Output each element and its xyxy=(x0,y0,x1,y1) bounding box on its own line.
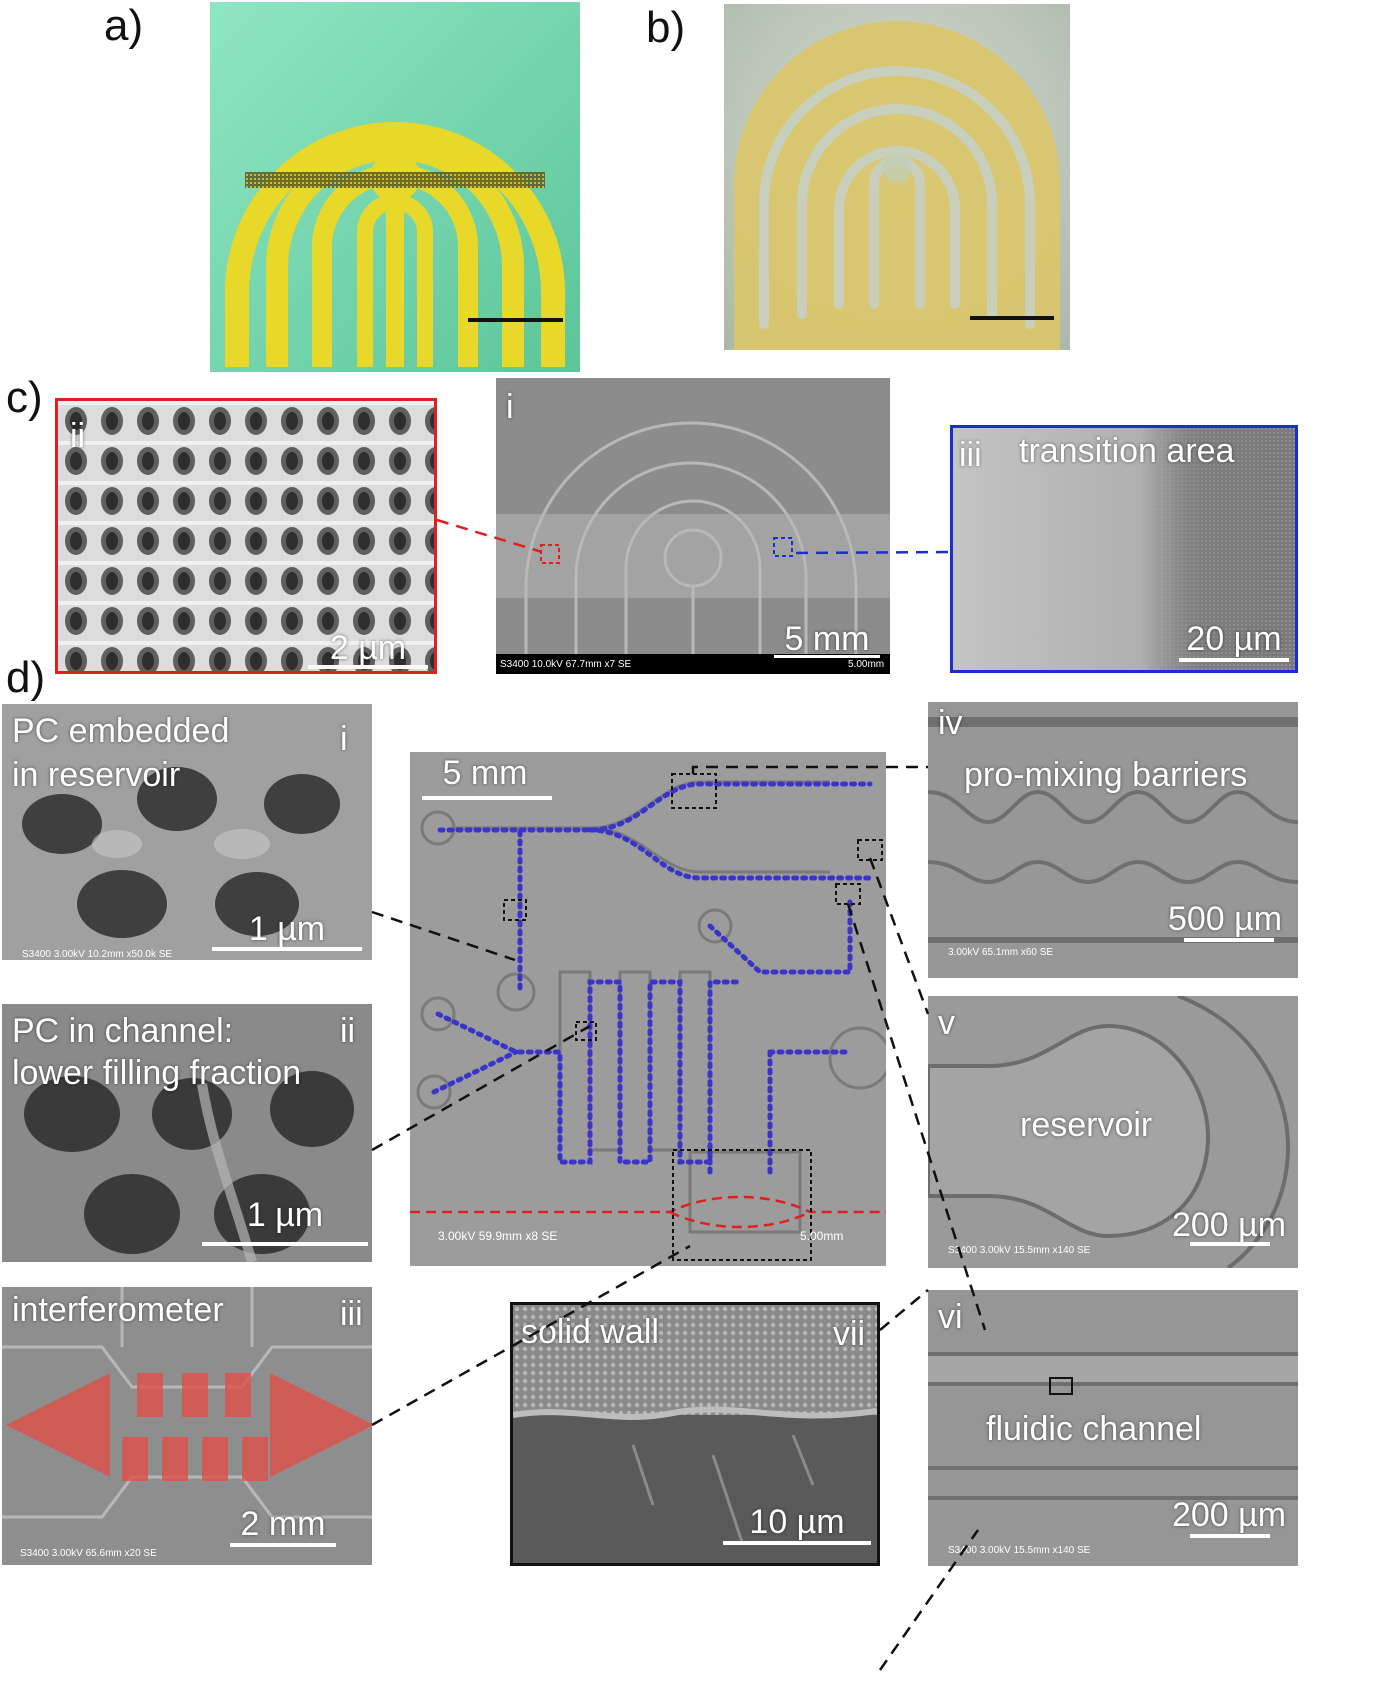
panel-d-ii-title-line2: lower filling fraction xyxy=(12,1054,302,1092)
panel-d-ii-title-line1: PC in channel: xyxy=(12,1012,234,1050)
panel-d-i-metadata: S3400 3.00kV 10.2mm x50.0k SE xyxy=(22,949,173,960)
panel-d-iv-metadata: 3.00kV 65.1mm x60 SE xyxy=(948,947,1054,958)
panel-label-c: c) xyxy=(6,373,43,422)
reservoir-sem xyxy=(928,996,1298,1268)
pro-mixing-barriers-sem xyxy=(928,702,1298,978)
panel-d-iv-scale-label: 500 µm xyxy=(1167,900,1283,938)
concentric-electrode-render xyxy=(210,2,580,372)
pc-channel-sem xyxy=(2,1004,372,1262)
panel-a-render xyxy=(210,2,580,372)
panel-d-v-scale-label: 200 µm xyxy=(1171,1206,1287,1244)
panel-d-vi-numeral: vi xyxy=(938,1298,963,1336)
panel-d-iii: interferometer iii 2 mm S3400 3.00kV 65.… xyxy=(2,1287,372,1565)
panel-d-i-scale-bar xyxy=(212,947,362,951)
panel-c-iii: iii transition area 20 µm xyxy=(950,425,1298,673)
panel-d-ii: PC in channel: lower filling fraction ii… xyxy=(2,1004,372,1262)
panel-d-center-metadata-scale: 5.00mm xyxy=(800,1229,844,1243)
panel-label-a: a) xyxy=(104,1,144,50)
panel-d-center-scale-bar xyxy=(422,796,552,800)
panel-d-iii-scale-label: 2 mm xyxy=(240,1505,326,1543)
panel-d-i-numeral: i xyxy=(340,720,348,758)
panel-d-vi: vi fluidic channel 200 µm S3400 3.00kV 1… xyxy=(928,1290,1298,1566)
panel-c-i-metadata-scale: 5.00mm xyxy=(848,659,885,670)
panel-d-iv-title: pro-mixing barriers xyxy=(964,756,1248,794)
panel-d-ii-scale-bar xyxy=(202,1242,368,1246)
panel-c-i-metadata: S3400 10.0kV 67.7mm x7 SE xyxy=(500,659,632,670)
panel-d-center-metadata: 3.00kV 59.9mm x8 SE xyxy=(438,1229,558,1243)
panel-c-i-numeral: i xyxy=(506,388,514,426)
panel-d-v-scale-bar xyxy=(1190,1242,1270,1246)
fluidic-channel-sem xyxy=(928,1290,1298,1566)
panel-c-ii-scale-label: 2 µm xyxy=(329,629,407,667)
interferometer-sem xyxy=(2,1287,372,1565)
panel-c-ii-numeral: ii xyxy=(70,417,86,455)
pc-reservoir-sem xyxy=(2,704,372,960)
panel-c-i-scale-bar xyxy=(774,655,880,658)
panel-d-i-scale-label: 1 µm xyxy=(248,910,326,948)
panel-d-iii-title: interferometer xyxy=(12,1291,224,1329)
panel-c-iii-numeral: iii xyxy=(959,436,982,474)
panel-d-iv-scale-bar xyxy=(1184,938,1274,942)
panel-d-iii-scale-bar xyxy=(230,1543,336,1547)
panel-d-v: v reservoir 200 µm S3400 3.00kV 15.5mm x… xyxy=(928,996,1298,1268)
panel-d-vii: solid wall vii 10 µm xyxy=(510,1302,880,1566)
panel-d-iv-numeral: iv xyxy=(938,704,963,742)
panel-c-iii-scale-label: 20 µm xyxy=(1186,620,1282,658)
panel-d-i-title-line2: in reservoir xyxy=(12,756,181,794)
panel-c-i: i 5 mm S3400 10.0kV 67.7mm x7 SE 5.00mm xyxy=(496,378,890,674)
transition-area-sem xyxy=(953,428,1295,670)
panel-c-iii-title: transition area xyxy=(1019,432,1235,470)
device-overview-sem xyxy=(496,378,890,674)
panel-d-i: PC embedded in reservoir i 1 µm S3400 3.… xyxy=(2,704,372,960)
panel-d-vi-scale-bar xyxy=(1190,1534,1270,1538)
microfluidic-chip-sem xyxy=(410,752,886,1266)
panel-d-vi-metadata: S3400 3.00kV 15.5mm x140 SE xyxy=(948,1545,1091,1556)
panel-d-vii-numeral: vii xyxy=(833,1315,866,1353)
panel-d-vi-scale-label: 200 µm xyxy=(1171,1496,1287,1534)
inverse-opal-sem xyxy=(58,401,434,671)
panel-d-v-title: reservoir xyxy=(1020,1106,1153,1144)
panel-label-b: b) xyxy=(646,3,686,52)
panel-d-ii-scale-label: 1 µm xyxy=(246,1196,324,1234)
panel-d-iv: iv pro-mixing barriers 500 µm 3.00kV 65.… xyxy=(928,702,1298,978)
panel-d-v-metadata: S3400 3.00kV 15.5mm x140 SE xyxy=(948,1245,1091,1256)
panel-d-ii-numeral: ii xyxy=(340,1012,356,1050)
fabricated-device-photo xyxy=(724,4,1070,350)
panel-d-vii-scale-bar xyxy=(723,1541,871,1545)
panel-c-ii-scale-bar xyxy=(308,665,428,669)
panel-c-i-scale-label: 5 mm xyxy=(784,620,870,658)
panel-d-i-title-line1: PC embedded xyxy=(12,712,230,750)
panel-d-iii-metadata: S3400 3.00kV 65.6mm x20 SE xyxy=(20,1548,157,1559)
panel-d-center-scale-label: 5 mm xyxy=(442,754,528,792)
panel-d-vii-scale-label: 10 µm xyxy=(749,1503,845,1541)
panel-c-iii-scale-bar xyxy=(1179,658,1289,662)
panel-b-photo xyxy=(724,4,1070,350)
panel-d-vi-title: fluidic channel xyxy=(986,1410,1202,1448)
panel-label-d: d) xyxy=(6,653,46,702)
panel-d-v-numeral: v xyxy=(938,1004,955,1042)
panel-d-iii-numeral: iii xyxy=(340,1295,363,1333)
panel-d-center: 5 mm 3.00kV 59.9mm x8 SE 5.00mm xyxy=(410,752,886,1266)
panel-c-ii: ii 2 µm xyxy=(55,398,437,674)
panel-d-vii-title: solid wall xyxy=(521,1313,659,1351)
